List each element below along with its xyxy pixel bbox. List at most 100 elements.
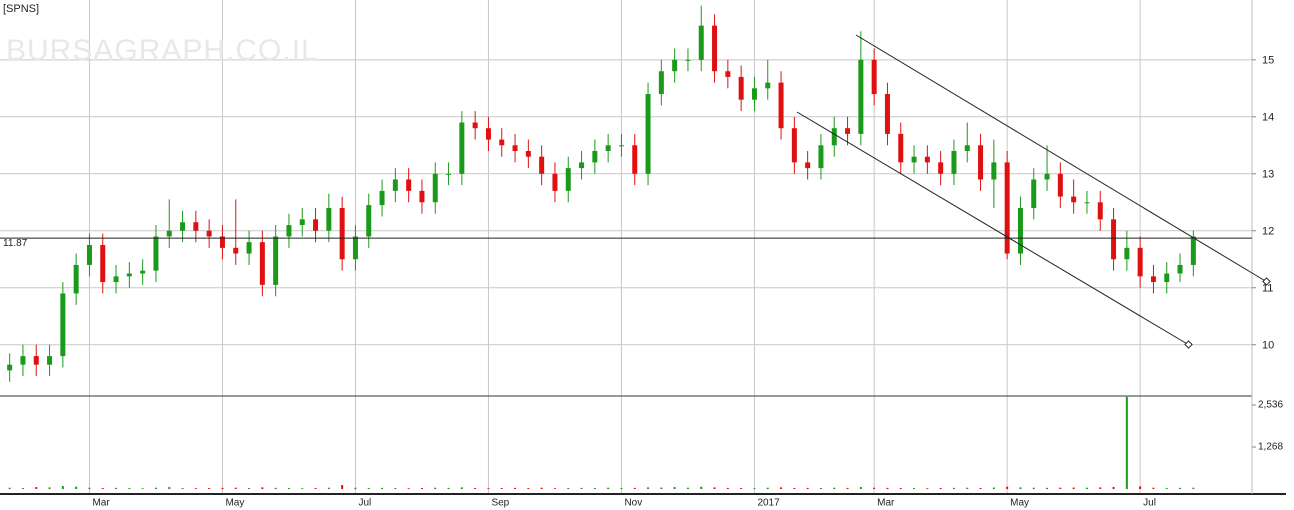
volume-bar — [633, 487, 636, 490]
volume-bar — [1165, 488, 1168, 490]
volume-tick-label: 1,268 — [1258, 442, 1283, 453]
candle-body — [299, 219, 305, 226]
volume-bar — [407, 488, 410, 490]
volume-bar — [766, 487, 769, 490]
volume-bar — [686, 487, 689, 490]
candle-body — [845, 128, 851, 134]
volume-bar — [647, 487, 650, 490]
candle-body — [672, 59, 678, 72]
volume-bar — [447, 487, 450, 490]
y-tick-label: 10 — [1262, 340, 1274, 352]
volume-bar — [75, 486, 78, 490]
candle-body — [406, 179, 412, 191]
volume-bar — [740, 488, 743, 490]
volume-bar — [926, 488, 929, 490]
candle-body — [765, 82, 771, 89]
candle-body — [858, 59, 864, 134]
candle-body — [658, 71, 664, 95]
candle-body — [86, 245, 92, 265]
x-tick-label: Mar — [877, 498, 895, 509]
x-tick-label: Jul — [1143, 498, 1156, 509]
candle-body — [871, 59, 877, 95]
chart-title: [SPNS] — [3, 3, 39, 15]
x-tick-label: 2017 — [757, 498, 780, 509]
candle-body — [33, 356, 39, 365]
candle-body — [1084, 202, 1090, 204]
volume-bar — [806, 487, 809, 490]
trend-handle — [1262, 277, 1271, 286]
candle-body — [778, 82, 784, 129]
volume-bar — [301, 488, 304, 490]
volume-bar — [8, 487, 11, 490]
volume-bar — [607, 487, 610, 490]
y-tick-label: 12 — [1262, 226, 1274, 238]
candle-body — [1111, 219, 1117, 260]
candle-body — [884, 94, 890, 134]
marks — [7, 5, 1196, 490]
candle-body — [738, 76, 744, 100]
volume-bar — [952, 487, 955, 490]
candle-body — [539, 156, 545, 174]
volume-bar — [88, 487, 91, 490]
volume-bar — [726, 487, 729, 490]
candle-body — [313, 219, 319, 231]
volume-bar — [248, 488, 251, 490]
candle-body — [525, 150, 531, 157]
volume-bar — [873, 487, 876, 490]
candle-body — [206, 230, 212, 237]
candle-body — [818, 145, 824, 169]
candle-body — [1097, 202, 1103, 220]
volume-bar — [1179, 487, 1182, 490]
volume-bar — [1099, 487, 1102, 490]
candle-body — [618, 145, 624, 147]
reference-label: 11.87 — [3, 238, 28, 249]
volume-bar — [793, 488, 796, 490]
volume-bar — [713, 487, 716, 490]
candle-body — [379, 190, 385, 206]
volume-bar — [1192, 487, 1195, 490]
trend-line — [796, 111, 1190, 346]
candle-body — [592, 150, 598, 163]
candle-body — [113, 276, 119, 283]
y-tick-label: 13 — [1262, 169, 1274, 181]
volume-tick-label: 2,536 — [1258, 400, 1283, 411]
volume-bar — [154, 487, 157, 490]
volume-bar — [846, 487, 849, 490]
volume-bar — [367, 488, 370, 490]
x-tick-label: Nov — [624, 498, 642, 509]
candle-body — [153, 236, 159, 271]
volume-bar — [500, 488, 503, 490]
volume-bar — [1125, 396, 1128, 490]
candle-body — [233, 247, 239, 254]
candle-body — [951, 150, 957, 174]
volume-bar — [274, 487, 277, 490]
candle-body — [938, 162, 944, 174]
volume-bar — [1139, 486, 1142, 490]
candle-body — [7, 364, 13, 371]
volume-bar — [327, 487, 330, 490]
volume-bar — [261, 487, 264, 490]
candle-body — [831, 128, 837, 146]
candle-body — [432, 173, 438, 203]
x-tick-label: Sep — [491, 498, 509, 509]
volume-bar — [1152, 487, 1155, 490]
candle-body — [1137, 247, 1143, 277]
volume-bar — [859, 487, 862, 490]
volume-bar — [660, 487, 663, 490]
candle-body — [352, 236, 358, 260]
volume-bar — [460, 487, 463, 490]
volume-bar — [580, 487, 583, 490]
volume-bar — [553, 488, 556, 490]
volume-bar — [593, 488, 596, 490]
volume-bar — [354, 487, 357, 490]
candle-body — [259, 242, 265, 285]
candle-body — [805, 162, 811, 169]
volume-bar — [527, 488, 530, 490]
volume-bar — [208, 488, 211, 490]
volume-bar — [939, 488, 942, 490]
volume-bar — [780, 487, 783, 490]
candle-body — [1150, 276, 1156, 283]
candle-body — [273, 236, 279, 285]
candle-body — [73, 264, 79, 294]
